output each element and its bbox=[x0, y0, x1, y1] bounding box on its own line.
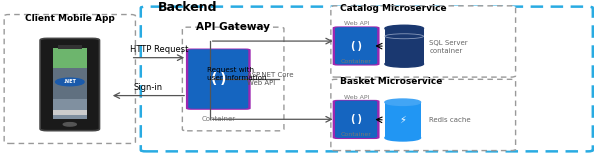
Text: Container: Container bbox=[201, 116, 236, 122]
Text: ( ): ( ) bbox=[350, 114, 362, 124]
Ellipse shape bbox=[385, 61, 424, 67]
Text: Container: Container bbox=[341, 132, 372, 137]
Bar bbox=[52, 99, 87, 118]
Text: Request with
user information: Request with user information bbox=[207, 67, 266, 81]
FancyBboxPatch shape bbox=[4, 15, 135, 143]
Bar bbox=[52, 68, 87, 99]
Text: Sign-in: Sign-in bbox=[134, 83, 163, 92]
Text: API Gateway: API Gateway bbox=[197, 22, 270, 32]
Bar bbox=[385, 102, 421, 138]
Text: ASP.NET Core
Web API: ASP.NET Core Web API bbox=[247, 72, 293, 86]
Text: Container: Container bbox=[341, 59, 372, 64]
Text: Web API: Web API bbox=[344, 94, 369, 100]
Bar bbox=[52, 110, 87, 115]
Bar bbox=[52, 48, 87, 68]
FancyBboxPatch shape bbox=[141, 7, 593, 151]
Bar bbox=[385, 28, 424, 64]
Text: Backend: Backend bbox=[157, 1, 217, 14]
FancyBboxPatch shape bbox=[333, 100, 380, 139]
FancyBboxPatch shape bbox=[335, 101, 377, 138]
Text: ( ): ( ) bbox=[350, 41, 362, 51]
Ellipse shape bbox=[385, 99, 421, 105]
Circle shape bbox=[55, 78, 84, 86]
Text: Redis cache: Redis cache bbox=[429, 117, 470, 123]
FancyBboxPatch shape bbox=[333, 26, 380, 66]
Text: HTTP Request: HTTP Request bbox=[130, 45, 188, 54]
Text: ( ): ( ) bbox=[210, 72, 226, 86]
Ellipse shape bbox=[385, 135, 421, 141]
Text: ⚡: ⚡ bbox=[399, 115, 406, 125]
Text: Web API: Web API bbox=[344, 21, 369, 26]
Text: SQL Server
container: SQL Server container bbox=[429, 40, 468, 54]
Bar bbox=[58, 45, 81, 49]
FancyBboxPatch shape bbox=[331, 6, 516, 77]
Ellipse shape bbox=[385, 25, 424, 32]
FancyBboxPatch shape bbox=[40, 38, 99, 131]
FancyBboxPatch shape bbox=[331, 79, 516, 151]
Text: Basket Microservice: Basket Microservice bbox=[340, 77, 442, 86]
Text: Client Mobile App: Client Mobile App bbox=[25, 14, 115, 23]
Text: Catalog Microservice: Catalog Microservice bbox=[340, 4, 447, 13]
Circle shape bbox=[63, 123, 76, 126]
FancyBboxPatch shape bbox=[186, 49, 251, 110]
FancyBboxPatch shape bbox=[182, 27, 284, 131]
FancyBboxPatch shape bbox=[188, 49, 248, 109]
Text: .NET: .NET bbox=[64, 79, 76, 84]
FancyBboxPatch shape bbox=[335, 27, 377, 64]
